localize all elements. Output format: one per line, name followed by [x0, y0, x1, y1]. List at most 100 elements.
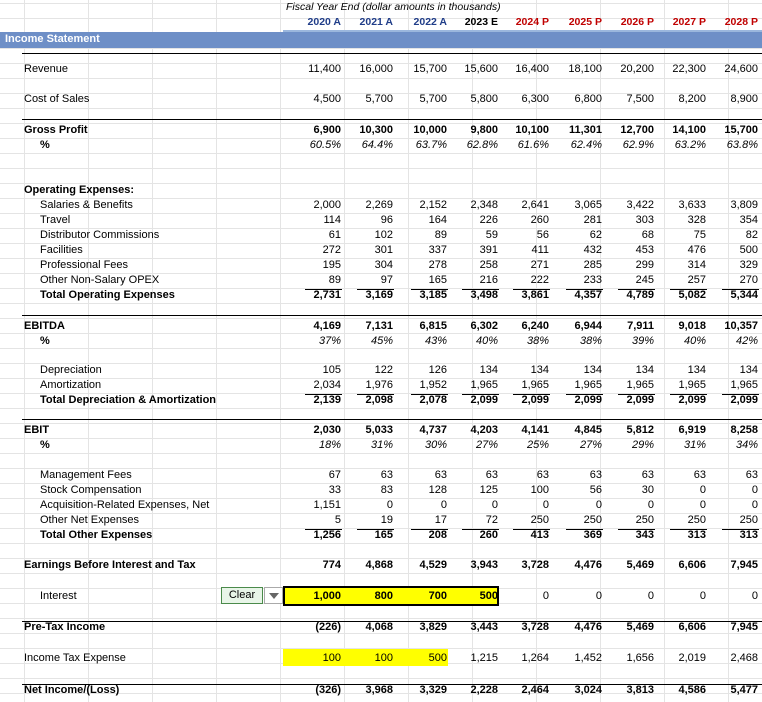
cell-ebitda-3: 6,302: [470, 320, 498, 332]
cell-other_opex-8: 270: [739, 274, 758, 286]
cell-ebitda_margin-5: 38%: [579, 335, 602, 347]
cell-interest-6: 0: [647, 590, 654, 602]
cell-total_da-7: 2,099: [678, 394, 706, 406]
cell-other_opex-1: 97: [380, 274, 393, 286]
cell-tax-0[interactable]: 100: [322, 652, 341, 664]
cell-stock_comp-0: 33: [328, 484, 341, 496]
cell-revenue-7: 22,300: [672, 63, 706, 75]
cell-interest-1[interactable]: 800: [374, 590, 393, 602]
cell-professional-5: 285: [583, 259, 602, 271]
cell-amortization-2: 1,952: [419, 379, 447, 391]
cell-amortization-4: 1,965: [521, 379, 549, 391]
cell-cogs-1: 5,700: [365, 93, 393, 105]
cell-total_da-8: 2,099: [730, 394, 758, 406]
cell-amortization-0: 2,034: [313, 379, 341, 391]
cell-other_net-2: 17: [434, 514, 447, 526]
year-header-7: 2027 P: [672, 16, 706, 28]
cell-salaries-5: 3,065: [574, 199, 602, 211]
cell-facilities-0: 272: [322, 244, 341, 256]
cell-net_income-6: 3,813: [626, 684, 654, 696]
cell-acq_exp-6: 0: [647, 499, 654, 511]
cell-ebt_pre-4: 3,728: [521, 559, 549, 571]
cell-tax-6: 1,656: [626, 652, 654, 664]
cell-gross_margin-6: 62.9%: [622, 139, 654, 151]
sum-underline: [566, 394, 603, 395]
cell-pretax-4: 3,728: [521, 621, 549, 633]
sum-underline: [722, 529, 759, 530]
cell-pretax-5: 4,476: [574, 621, 602, 633]
dropdown-arrow-button[interactable]: [264, 587, 283, 604]
cell-other_net-3: 72: [485, 514, 498, 526]
row-label-pretax: Pre-Tax Income: [24, 621, 106, 633]
year-header-1: 2021 A: [359, 16, 393, 28]
cell-professional-6: 299: [635, 259, 654, 271]
cell-total_other-0: 1,256: [313, 529, 341, 541]
cell-distributor-8: 82: [745, 229, 758, 241]
cell-tax-1[interactable]: 100: [374, 652, 393, 664]
cell-tax-2[interactable]: 500: [428, 652, 447, 664]
clear-dropdown[interactable]: Clear: [221, 587, 263, 604]
cell-other_net-4: 250: [530, 514, 549, 526]
row-label-ebitda: EBITDA: [24, 320, 65, 332]
cell-depreciation-1: 122: [374, 364, 393, 376]
cell-pretax-1: 4,068: [365, 621, 393, 633]
cell-net_income-8: 5,477: [730, 684, 758, 696]
cell-gross_profit-4: 10,100: [515, 124, 549, 136]
cell-ebit_margin-0: 18%: [318, 439, 341, 451]
row-label-total_da: Total Depreciation & Amortization: [40, 394, 217, 406]
cell-stock_comp-2: 128: [428, 484, 447, 496]
section-divider: [22, 119, 762, 120]
cell-cogs-2: 5,700: [419, 93, 447, 105]
cell-net_income-4: 2,464: [521, 684, 549, 696]
cell-ebit-7: 6,919: [678, 424, 706, 436]
cell-ebit_margin-5: 27%: [579, 439, 602, 451]
cell-ebit-1: 5,033: [365, 424, 393, 436]
cell-distributor-7: 75: [693, 229, 706, 241]
sum-underline: [305, 289, 342, 290]
cell-interest-0[interactable]: 1,000: [313, 590, 341, 602]
cell-acq_exp-0: 1,151: [313, 499, 341, 511]
income-statement-bar: [0, 32, 762, 48]
cell-revenue-3: 15,600: [464, 63, 498, 75]
cell-stock_comp-1: 83: [380, 484, 393, 496]
chevron-down-icon: [269, 593, 279, 599]
cell-professional-3: 258: [479, 259, 498, 271]
cell-total_other-5: 369: [583, 529, 602, 541]
cell-interest-8: 0: [751, 590, 758, 602]
cell-cogs-6: 7,500: [626, 93, 654, 105]
cell-ebit-3: 4,203: [470, 424, 498, 436]
cell-total_da-6: 2,099: [626, 394, 654, 406]
cell-acq_exp-1: 0: [386, 499, 393, 511]
sum-underline: [305, 394, 342, 395]
cell-interest-2[interactable]: 700: [428, 590, 447, 602]
input-highlight: [283, 587, 499, 604]
cell-revenue-4: 16,400: [515, 63, 549, 75]
cell-revenue-8: 24,600: [724, 63, 758, 75]
cell-cogs-7: 8,200: [678, 93, 706, 105]
cell-facilities-8: 500: [739, 244, 758, 256]
cell-interest-3[interactable]: 500: [479, 590, 498, 602]
cell-salaries-2: 2,152: [419, 199, 447, 211]
cell-gross_profit-0: 6,900: [313, 124, 341, 136]
cell-amortization-6: 1,965: [626, 379, 654, 391]
cell-travel-2: 164: [428, 214, 447, 226]
cell-professional-2: 278: [428, 259, 447, 271]
cell-travel-3: 226: [479, 214, 498, 226]
cell-stock_comp-6: 30: [641, 484, 654, 496]
sum-underline: [566, 289, 603, 290]
cell-cogs-4: 6,300: [521, 93, 549, 105]
year-header-2: 2022 A: [413, 16, 447, 28]
cell-travel-8: 354: [739, 214, 758, 226]
cell-revenue-1: 16,000: [359, 63, 393, 75]
cell-tax-5: 1,452: [574, 652, 602, 664]
cell-salaries-1: 2,269: [365, 199, 393, 211]
sum-underline: [670, 289, 707, 290]
row-label-opex_head: Operating Expenses:: [24, 184, 135, 196]
cell-gross_margin-3: 62.8%: [466, 139, 498, 151]
row-label-travel: Travel: [40, 214, 71, 226]
row-label-revenue: Revenue: [24, 63, 69, 75]
year-header-5: 2025 P: [568, 16, 602, 28]
sum-underline: [513, 394, 550, 395]
cell-total_opex-3: 3,498: [470, 289, 498, 301]
